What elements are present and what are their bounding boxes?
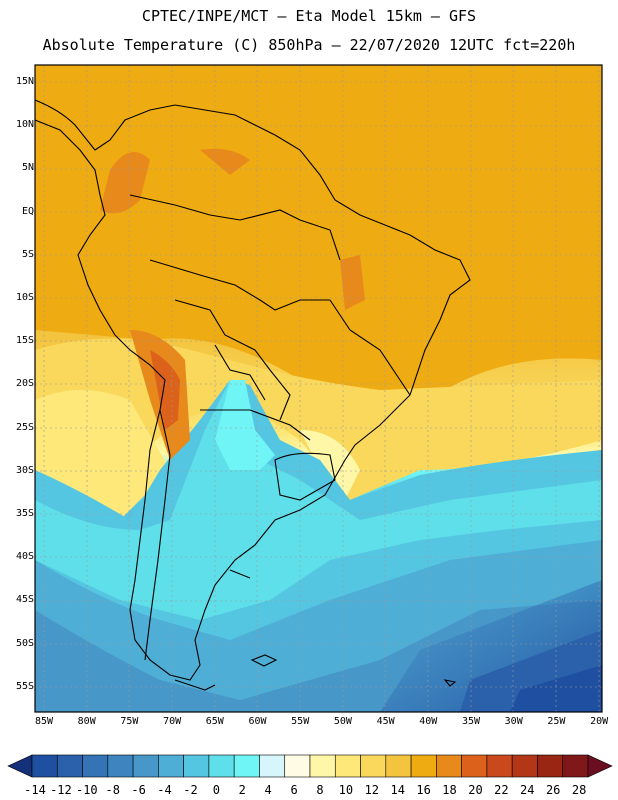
colorbar-tick-label: 16 (416, 783, 431, 797)
colorbar-swatch (183, 754, 210, 778)
colorbar-swatch (132, 754, 159, 778)
colorbar-swatch (107, 754, 134, 778)
lon-tick-label: 50W (333, 716, 352, 727)
colorbar-tick-label: -10 (75, 783, 98, 797)
lat-tick-label: 30S (15, 464, 34, 476)
colorbar-swatch (537, 754, 564, 778)
lon-tick-label: 60W (248, 716, 267, 727)
lat-tick-label: 40S (15, 551, 34, 563)
lon-tick-label: 45W (376, 716, 395, 727)
lon-tick-label: 35W (461, 716, 481, 727)
colorbar-swatch (82, 754, 109, 778)
colorbar-tick-label: 8 (316, 783, 324, 797)
lon-tick-label: 20W (590, 716, 609, 727)
colorbar-low-arrow (7, 754, 33, 778)
lon-tick-label: 65W (205, 716, 224, 727)
colorbar-tick-label: 10 (338, 783, 354, 797)
colorbar-high-arrow (587, 754, 613, 778)
colorbar-tick-label: 28 (571, 783, 587, 797)
lat-tick-label: 10N (15, 119, 34, 131)
colorbar-swatch (410, 754, 437, 778)
colorbar-tick-label: 6 (290, 783, 298, 797)
colorbar-swatch (385, 754, 412, 778)
lat-tick-label: EQ (21, 205, 34, 217)
colorbar-swatch (309, 754, 336, 778)
lon-tick-label: 80W (77, 716, 96, 727)
header-title-line2: Absolute Temperature (C) 850hPa – 22/07/… (42, 36, 576, 54)
map-frame (34, 64, 603, 713)
colorbar-swatch (511, 754, 538, 778)
colorbar-tick-label: 22 (494, 783, 509, 797)
colorbar-swatch (461, 754, 488, 778)
lat-tick-label: 20S (15, 378, 34, 390)
colorbar-tick-label: -12 (50, 783, 72, 797)
colorbar-swatch (562, 754, 589, 778)
lon-tick-label: 70W (163, 716, 182, 727)
colorbar-tick-label: 12 (364, 783, 380, 797)
colorbar-swatch (360, 754, 387, 778)
colorbar-swatch (334, 754, 361, 778)
colorbar-tick-label: -14 (24, 783, 46, 797)
colorbar-swatch (158, 754, 184, 778)
colorbar-tick-label: 14 (390, 783, 405, 797)
colorbar-tick-label: 20 (468, 783, 483, 797)
colorbar-tick-label: -6 (131, 783, 146, 797)
colorbar-swatch (486, 754, 513, 778)
colorbar-swatch (233, 754, 260, 778)
colorbar-swatch (208, 754, 235, 778)
lat-tick-label: 5S (21, 248, 34, 260)
lat-tick-label: 45S (15, 594, 34, 606)
colorbar-tick-label: 18 (442, 783, 457, 797)
colorbar-tick-label: 26 (545, 783, 561, 797)
lon-tick-label: 40W (419, 716, 438, 727)
lat-tick-label: 35S (15, 508, 34, 519)
colorbar-tick-label: 2 (238, 783, 246, 797)
lon-tick-label: 30W (504, 716, 523, 727)
colorbar (7, 754, 613, 778)
colorbar-tick-label: -2 (183, 783, 198, 797)
colorbar-tick-label: -8 (105, 783, 120, 797)
colorbar-tick-label: 24 (520, 783, 535, 797)
lat-tick-label: 50S (15, 637, 34, 649)
lon-tick-label: 55W (291, 716, 310, 727)
colorbar-swatch (56, 754, 83, 778)
header-title-line1: CPTEC/INPE/MCT – Eta Model 15km – GFS (141, 7, 477, 25)
lat-tick-label: 5N (21, 162, 34, 174)
colorbar-swatch (259, 754, 286, 778)
lon-tick-label: 75W (120, 716, 139, 727)
lat-tick-label: 10S (15, 292, 34, 303)
temperature-field (35, 65, 602, 712)
lat-tick-label: 55S (15, 680, 34, 692)
lon-tick-label: 85W (34, 716, 54, 727)
lat-tick-label: 15S (15, 335, 34, 347)
colorbar-swatch (284, 754, 311, 778)
colorbar-tick-label: -4 (157, 783, 172, 797)
colorbar-tick-label: 0 (212, 783, 220, 797)
colorbar-swatch (31, 754, 58, 778)
colorbar-swatch (436, 754, 462, 778)
lat-tick-label: 15N (15, 76, 34, 87)
lat-tick-label: 25S (15, 421, 34, 433)
coastline (35, 99, 471, 691)
lon-tick-label: 25W (547, 716, 566, 727)
colorbar-tick-label: 4 (264, 783, 272, 797)
